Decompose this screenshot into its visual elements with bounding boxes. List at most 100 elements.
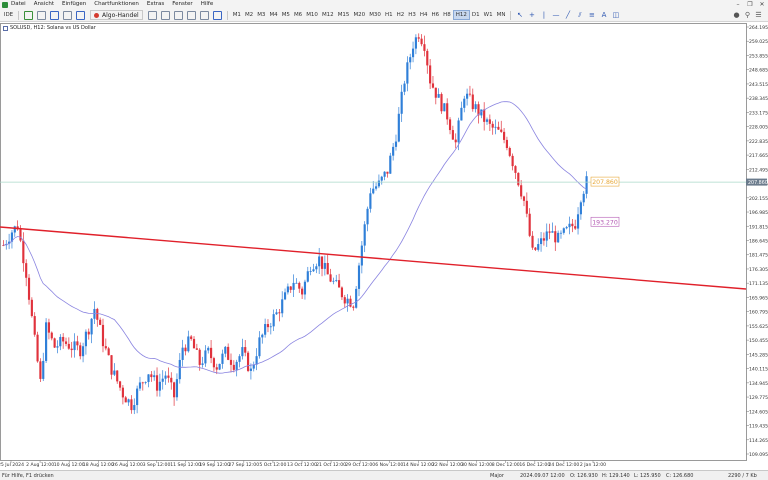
- timeframe-m12[interactable]: M12: [321, 12, 334, 18]
- restore-button[interactable]: ❐: [747, 1, 753, 8]
- vertical-line-icon[interactable]: |: [542, 11, 546, 19]
- candle-bull: [207, 347, 210, 351]
- minimize-button[interactable]: –: [736, 1, 740, 8]
- chart-area[interactable]: 264.195 259.025 253.855 248.685 243.515 238.3…: [0, 23, 768, 469]
- account-icon[interactable]: ●: [733, 11, 740, 19]
- timeframe-w1[interactable]: W1: [483, 12, 493, 18]
- menu-window[interactable]: Fenster: [172, 1, 193, 7]
- zoom-in-icon[interactable]: [160, 10, 170, 20]
- candle-bear: [210, 347, 213, 359]
- timeframe-h3[interactable]: H3: [408, 12, 416, 18]
- search-icon[interactable]: ⚲: [744, 11, 751, 19]
- candle-bear: [340, 287, 344, 298]
- candle-bear: [19, 229, 22, 241]
- horizontal-line-icon[interactable]: —: [552, 11, 560, 19]
- price-axis-label: 150.455: [749, 338, 768, 344]
- market-watch-icon[interactable]: [50, 10, 59, 20]
- candle-bull: [181, 347, 184, 360]
- candle-bull: [394, 141, 398, 147]
- candle-bear: [25, 263, 28, 278]
- candle-bear: [301, 288, 304, 295]
- screenshot-icon[interactable]: [212, 10, 222, 20]
- candle-bear: [246, 352, 250, 371]
- timeframe-m5[interactable]: M5: [281, 12, 290, 18]
- text-icon[interactable]: A: [601, 11, 607, 19]
- zoom-out-icon[interactable]: [173, 10, 183, 20]
- candle-bear: [278, 312, 281, 314]
- timeframe-m20[interactable]: M20: [353, 12, 366, 18]
- profiles-icon[interactable]: [37, 10, 46, 20]
- candle-bear: [79, 345, 82, 357]
- algo-trading-button[interactable]: Algo-Handel: [90, 10, 143, 20]
- trend-line-icon[interactable]: ╱: [565, 11, 571, 19]
- timeframe-m10[interactable]: M10: [306, 12, 318, 18]
- shapes-icon[interactable]: ◫: [612, 11, 620, 19]
- menu-help[interactable]: Hilfe: [200, 1, 214, 7]
- candle-bull: [283, 292, 287, 300]
- new-chart-icon[interactable]: [24, 10, 33, 20]
- timeframe-m6[interactable]: M6: [293, 12, 303, 18]
- price-axis-label: 212.495: [749, 167, 768, 173]
- candle-bear: [212, 358, 216, 368]
- current-price-tag: [746, 178, 767, 186]
- status-profile[interactable]: Major: [490, 473, 504, 479]
- timeframe-m30[interactable]: M30: [369, 12, 381, 18]
- timeframe-h1[interactable]: H1: [384, 12, 393, 18]
- timeframe-h12[interactable]: H12: [452, 10, 470, 20]
- fibonacci-icon[interactable]: ≡: [589, 11, 595, 19]
- timeframe-h4[interactable]: H4: [419, 12, 428, 18]
- chart-shift-icon[interactable]: [199, 10, 209, 20]
- timeframe-m2[interactable]: M2: [244, 12, 254, 18]
- candle-bear: [522, 196, 526, 201]
- ide-button[interactable]: IDE: [3, 12, 14, 18]
- timeframe-m1[interactable]: M1: [232, 12, 241, 18]
- price-axis-label: 134.945: [749, 381, 768, 387]
- timeframe-mn[interactable]: MN: [496, 12, 506, 18]
- close-button[interactable]: ✕: [759, 1, 765, 8]
- candle-bull: [144, 381, 147, 383]
- timeframe-h8[interactable]: H8: [443, 12, 451, 18]
- candle-bear: [517, 172, 520, 186]
- candle-bull: [392, 146, 395, 156]
- timeframe-m4[interactable]: M4: [269, 12, 278, 18]
- candle-bear: [192, 338, 196, 349]
- candle-bear: [431, 83, 435, 88]
- menu-view[interactable]: Ansicht: [33, 1, 54, 7]
- candle-bear: [554, 231, 557, 243]
- settings-icon[interactable]: ☰: [755, 11, 762, 19]
- timeframe-d1[interactable]: D1: [471, 12, 480, 18]
- candle-bear: [150, 374, 153, 378]
- candle-bear: [386, 171, 389, 174]
- candle-bull: [562, 228, 565, 233]
- new-order-icon[interactable]: [147, 10, 157, 20]
- timeframe-h2[interactable]: H2: [396, 12, 405, 18]
- candle-bear: [298, 282, 301, 289]
- candle-bull: [258, 337, 261, 357]
- toolbox-icon[interactable]: [76, 10, 85, 20]
- price-axis-label: 160.795: [749, 310, 768, 316]
- candle-bull: [545, 231, 548, 241]
- crosshair-icon[interactable]: +: [529, 11, 535, 19]
- price-chart[interactable]: 264.195 259.025 253.855 248.685 243.515 238.3…: [0, 23, 768, 469]
- menu-tools[interactable]: Extras: [146, 1, 165, 7]
- candle-bear: [434, 87, 437, 98]
- timeframe-h6[interactable]: H6: [431, 12, 440, 18]
- cursor-icon[interactable]: ↖: [517, 11, 523, 19]
- channel-icon[interactable]: ⫽: [578, 10, 582, 19]
- candle-bear: [349, 298, 352, 307]
- candle-bull: [537, 244, 540, 250]
- candle-bear: [96, 308, 99, 320]
- candle-bull: [389, 155, 392, 174]
- timeframe-m3[interactable]: M3: [257, 12, 266, 18]
- navigator-icon[interactable]: [63, 10, 72, 20]
- menu-file[interactable]: Datei: [11, 1, 26, 7]
- tile-windows-icon[interactable]: [186, 10, 196, 20]
- menu-insert[interactable]: Einfügen: [62, 1, 87, 7]
- menu-charts[interactable]: Chartfunktionen: [94, 1, 139, 7]
- candle-bear: [184, 347, 187, 352]
- candle-bear: [497, 126, 500, 130]
- candle-bull: [147, 374, 150, 382]
- candle-bull: [235, 361, 238, 370]
- timeframe-m15[interactable]: M15: [337, 12, 350, 18]
- candle-bull: [8, 241, 11, 244]
